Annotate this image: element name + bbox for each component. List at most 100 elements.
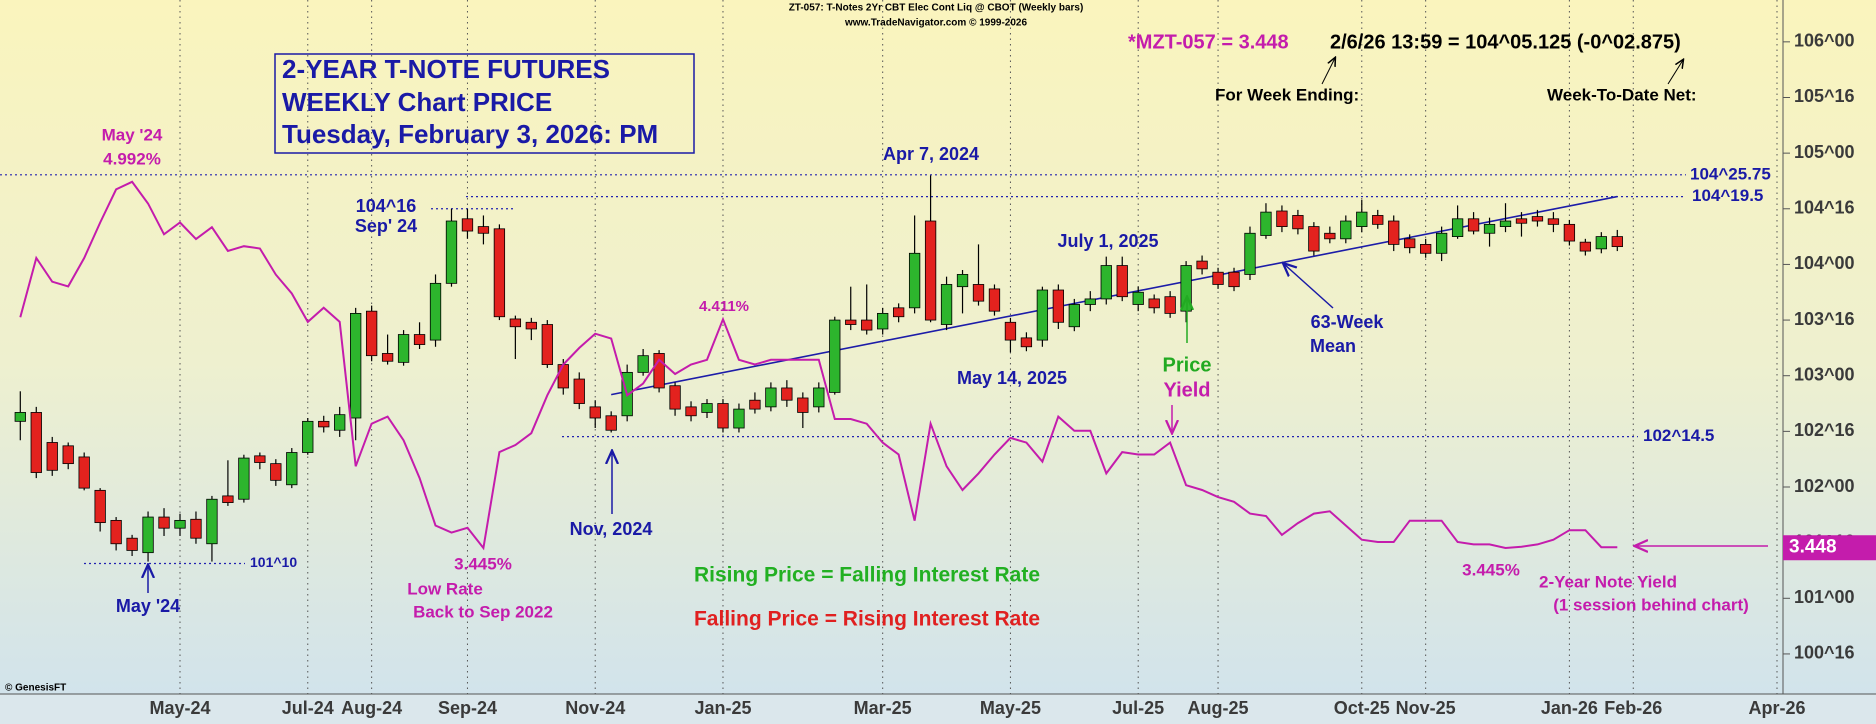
annotation: Falling Price = Rising Interest Rate bbox=[694, 608, 1040, 631]
plot bbox=[14, 175, 1623, 562]
annotation: Nov, 2024 bbox=[570, 519, 653, 539]
reference-label: 104^19.5 bbox=[1692, 186, 1763, 205]
candle-body bbox=[94, 489, 106, 524]
annotation: (1 session behind chart) bbox=[1553, 595, 1749, 614]
candle-body bbox=[765, 387, 777, 408]
grid bbox=[179, 0, 1790, 694]
candle-body bbox=[126, 537, 138, 551]
y-tick-label: 102^00 bbox=[1794, 476, 1855, 496]
candle-body bbox=[877, 312, 889, 330]
yield-line bbox=[19, 180, 1618, 551]
arrow bbox=[1284, 264, 1334, 309]
candle-body bbox=[1116, 265, 1128, 298]
value-label: 4.411% bbox=[699, 298, 749, 315]
annotation: July 1, 2025 bbox=[1057, 231, 1158, 251]
candle-body bbox=[461, 218, 474, 232]
candle-body bbox=[1404, 238, 1416, 249]
candle-body bbox=[1036, 289, 1049, 341]
candle-body bbox=[1563, 223, 1576, 242]
candle-body bbox=[1260, 211, 1272, 236]
candle-body bbox=[1340, 220, 1352, 240]
candle-body bbox=[493, 228, 506, 318]
annotation: Low Rate bbox=[407, 579, 483, 598]
candle-body bbox=[1292, 215, 1304, 230]
candle-body bbox=[238, 457, 250, 500]
candle-body bbox=[525, 321, 537, 330]
candle-body bbox=[749, 399, 761, 410]
candle-body bbox=[557, 364, 569, 389]
candle-body bbox=[1531, 216, 1544, 222]
annotation: May '24 bbox=[102, 125, 163, 144]
candle-body bbox=[1388, 220, 1400, 245]
candle-body bbox=[1420, 243, 1432, 254]
candle-body bbox=[286, 452, 298, 486]
labels: 106^00 105^16 105^00 104^16 104^00 103^16 103^… bbox=[103, 31, 1876, 718]
candle-body bbox=[174, 519, 186, 529]
candle-body bbox=[972, 284, 985, 302]
candle-body bbox=[397, 334, 410, 363]
candle-body bbox=[573, 378, 585, 404]
x-tick-label: Jul-25 bbox=[1112, 698, 1164, 718]
quote-last: 2/6/26 13:59 = 104^05.125 (-0^02.875) bbox=[1330, 31, 1681, 53]
candle-body bbox=[142, 516, 154, 554]
candle-body bbox=[1196, 260, 1208, 270]
annotation: May 14, 2025 bbox=[957, 368, 1067, 388]
candle-body bbox=[110, 519, 122, 545]
annotation: Apr 7, 2024 bbox=[883, 144, 979, 164]
candle-body bbox=[1451, 218, 1464, 238]
candle-body bbox=[1148, 298, 1160, 309]
candle-body bbox=[1132, 291, 1144, 305]
x-tick-label: Oct-25 bbox=[1334, 698, 1390, 718]
candle-body bbox=[206, 498, 218, 545]
y-tick-label: 104^00 bbox=[1794, 253, 1855, 273]
candle-body bbox=[988, 288, 1001, 312]
quote-note: For Week Ending: bbox=[1215, 85, 1359, 104]
candle-body bbox=[78, 456, 90, 489]
candle-body bbox=[797, 397, 809, 413]
candle-body bbox=[318, 420, 330, 428]
candle-body bbox=[733, 408, 745, 429]
candle-body bbox=[1483, 223, 1496, 234]
x-tick-label: Nov-25 bbox=[1396, 698, 1456, 718]
candle-body bbox=[1324, 232, 1336, 240]
candle-body bbox=[1547, 218, 1560, 225]
annotation: 2-Year Note Yield bbox=[1539, 572, 1677, 591]
annotation: Mean bbox=[1310, 336, 1356, 356]
x-tick-label: Mar-25 bbox=[854, 698, 912, 718]
candle-body bbox=[908, 252, 921, 309]
candle-body bbox=[940, 284, 953, 325]
annotation: Sep' 24 bbox=[355, 216, 417, 236]
title-box bbox=[274, 53, 695, 154]
candle-body bbox=[222, 495, 234, 503]
candle-body bbox=[1499, 220, 1512, 227]
candle-body bbox=[381, 353, 394, 362]
candle-body bbox=[861, 319, 873, 331]
candle-body bbox=[302, 420, 314, 453]
x-tick-label: Nov-24 bbox=[565, 698, 625, 718]
candle-body bbox=[445, 220, 458, 284]
candle-body bbox=[30, 412, 42, 473]
candle-body bbox=[1052, 289, 1064, 323]
candle-body bbox=[14, 412, 26, 422]
candle-body bbox=[956, 274, 969, 288]
candle-body bbox=[429, 282, 442, 341]
candle-body bbox=[701, 403, 713, 413]
candle-body bbox=[365, 310, 378, 357]
y-tick-label: 102^16 bbox=[1794, 420, 1855, 440]
credit: © GenesisFT bbox=[5, 683, 66, 694]
candle-body bbox=[270, 463, 282, 481]
x-tick-label: Jan-26 bbox=[1541, 698, 1598, 718]
candle-body bbox=[1372, 215, 1384, 225]
candle-body bbox=[1084, 298, 1096, 305]
candle-body bbox=[62, 445, 74, 465]
header: www.TradeNavigator.com © 1999-2026 bbox=[844, 18, 1028, 29]
x-axis-strip bbox=[0, 694, 1876, 724]
candle-body bbox=[637, 355, 649, 373]
candle-body bbox=[477, 226, 490, 234]
y-tick-label: 103^16 bbox=[1794, 309, 1855, 329]
x-tick-label: May-24 bbox=[149, 698, 210, 718]
value-label-box bbox=[1783, 535, 1876, 561]
y-tick-label: 105^00 bbox=[1794, 142, 1855, 162]
candle-body bbox=[685, 406, 697, 417]
